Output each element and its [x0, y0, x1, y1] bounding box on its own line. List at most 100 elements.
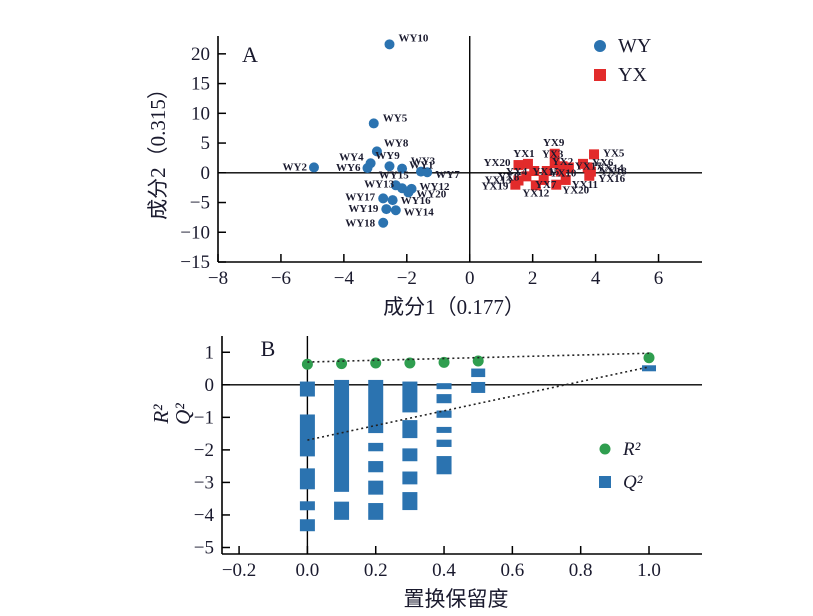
panel-a-point-label: YX16	[598, 173, 625, 185]
panel-a-point-label: YX8	[498, 171, 520, 183]
panel-b-q2-marker	[402, 448, 418, 462]
panel-a-point-YX3	[549, 158, 560, 169]
panel-a-point-WY19	[381, 204, 392, 215]
panel-b-r2-marker	[643, 352, 655, 364]
panel-b-ytick-label: −2	[194, 440, 214, 461]
panel-a-point-WY2	[308, 162, 319, 173]
panel-a-point-label: WY4	[339, 151, 364, 163]
panel-b-q2-marker	[471, 368, 486, 378]
panel-b-q2-marker	[402, 471, 418, 485]
panel-a-point-YX19	[510, 179, 521, 190]
panel-a-point-WY1	[397, 163, 408, 174]
panel-a-point-label: YX3	[542, 148, 564, 160]
panel-b-ytick-label: −3	[194, 472, 214, 493]
panel-a-point-label: YX13	[485, 175, 512, 187]
panel-b-q2-marker	[334, 501, 350, 520]
panel-b-xtick-label: 0.6	[500, 560, 524, 581]
panel-a-point-YX20	[513, 160, 524, 171]
panel-a-point-label: YX19	[481, 181, 508, 193]
panel-a-point-label: WY13	[364, 178, 394, 190]
panel-a-series-YX	[510, 148, 600, 191]
panel-b-q2-marker	[368, 379, 384, 434]
panel-a-point-YX17	[563, 162, 574, 173]
panel-a-point-WY7	[422, 167, 433, 178]
panel-b-q2-marker	[299, 381, 315, 397]
panel-a-point-YX16	[584, 170, 595, 181]
panel-b	[221, 336, 702, 555]
panel-a-point-label: YX4	[506, 166, 528, 178]
panel-a-point-YX20b	[551, 179, 562, 190]
panel-a-point-WY10	[384, 39, 395, 50]
panel-a-xtick-label: −8	[208, 268, 228, 289]
panel-b-ytick-label: −1	[194, 407, 214, 428]
panel-a-point-label: WY18	[345, 218, 375, 230]
panel-a-point-label: WY6	[336, 162, 361, 174]
panel-b-series-Q2	[299, 365, 657, 532]
panel-a-point-label: WY5	[383, 112, 408, 124]
panel-b-xtick-label: 0.8	[569, 560, 593, 581]
panel-a-point-YX7	[538, 174, 549, 185]
panel-a-ytick-label: 0	[201, 163, 211, 184]
panel-a-point-WY14	[390, 205, 401, 216]
panel-b-series-R2	[301, 352, 655, 370]
panel-b-xtick-label: 0.2	[364, 560, 388, 581]
panel-a-xtick-label: −2	[397, 268, 417, 289]
panel-b-q2-marker	[368, 461, 384, 473]
panel-b-q2-marker	[299, 414, 315, 457]
panel-a-xtick-label: 0	[465, 268, 475, 289]
panel-a-point-label: YX18	[600, 166, 627, 178]
panel-b-q2-marker	[436, 426, 452, 433]
panel-b-q2-marker	[368, 503, 384, 520]
panel-b-legend-label-Q²: Q²	[623, 472, 643, 493]
panel-a-point-label: WY2	[283, 161, 308, 173]
panel-b-q2-marker	[642, 365, 657, 372]
panel-a-ytick-label: −5	[190, 193, 210, 214]
panel-a-point-YX9	[549, 148, 560, 159]
panel-a-xtick-label: 6	[654, 268, 664, 289]
panel-a-point-label: YX2	[552, 156, 574, 168]
panel-a-xlabel: 成分1（0.177）	[383, 295, 525, 319]
panel-b-q2-marker	[436, 410, 452, 418]
panel-b-ytick-label: −4	[194, 505, 215, 526]
panel-a-series-WY	[308, 39, 433, 228]
panel-a-letter: A	[242, 42, 258, 67]
panel-a-xtick-label: −4	[334, 268, 355, 289]
panel-a-point-label: WY8	[384, 137, 409, 149]
panel-a-point-label: YX9	[543, 137, 565, 149]
panel-a-point-WY18	[378, 217, 389, 228]
panel-a-point-YX8	[521, 171, 532, 182]
panel-a-point-WY5	[368, 118, 379, 129]
panel-b-xlabel: 置换保留度	[404, 587, 509, 611]
panel-b-q2-marker	[368, 442, 384, 452]
panel-a-legend-marker-WY	[594, 40, 606, 52]
panel-a-point-YX15	[541, 166, 552, 177]
panel-b-letter: B	[261, 336, 276, 361]
panel-a-point-WY6	[362, 163, 373, 174]
panel-a-legend-marker-YX	[594, 69, 606, 81]
panel-a-point-label: YX7	[535, 179, 557, 191]
panel-b-ytick-label: −5	[194, 537, 214, 558]
panel-b-xtick-label: 1.0	[637, 560, 661, 581]
panel-b-xtick-label: 0.0	[296, 560, 320, 581]
panel-a-ytick-label: 15	[191, 74, 210, 95]
panel-a-point-label: YX5	[603, 147, 625, 159]
panel-b-q2-marker	[368, 480, 384, 495]
panel-b-q2-marker	[299, 501, 315, 511]
panel-a-point-WY20	[403, 187, 414, 198]
panel-b-q2-marker	[334, 379, 350, 492]
panel-a-point-label: WY16	[401, 195, 431, 207]
panel-a-point-label: YX11	[572, 179, 598, 191]
panel-b-r2-marker	[370, 357, 382, 369]
panel-a-ytick-label: −10	[180, 222, 210, 243]
panel-a	[217, 36, 702, 263]
panel-a-point-WY8	[371, 146, 382, 157]
panel-a-point-label: WY20	[416, 188, 446, 200]
panel-a-legend-label-WY: WY	[618, 35, 651, 57]
panel-a-legend-label-YX: YX	[618, 64, 647, 86]
panel-b-xtick-label: −0.2	[222, 560, 256, 581]
panel-a-point-WY16	[387, 195, 398, 206]
panel-b-Q2-trend	[307, 366, 650, 441]
panel-a-point-label: YX20	[484, 157, 511, 169]
